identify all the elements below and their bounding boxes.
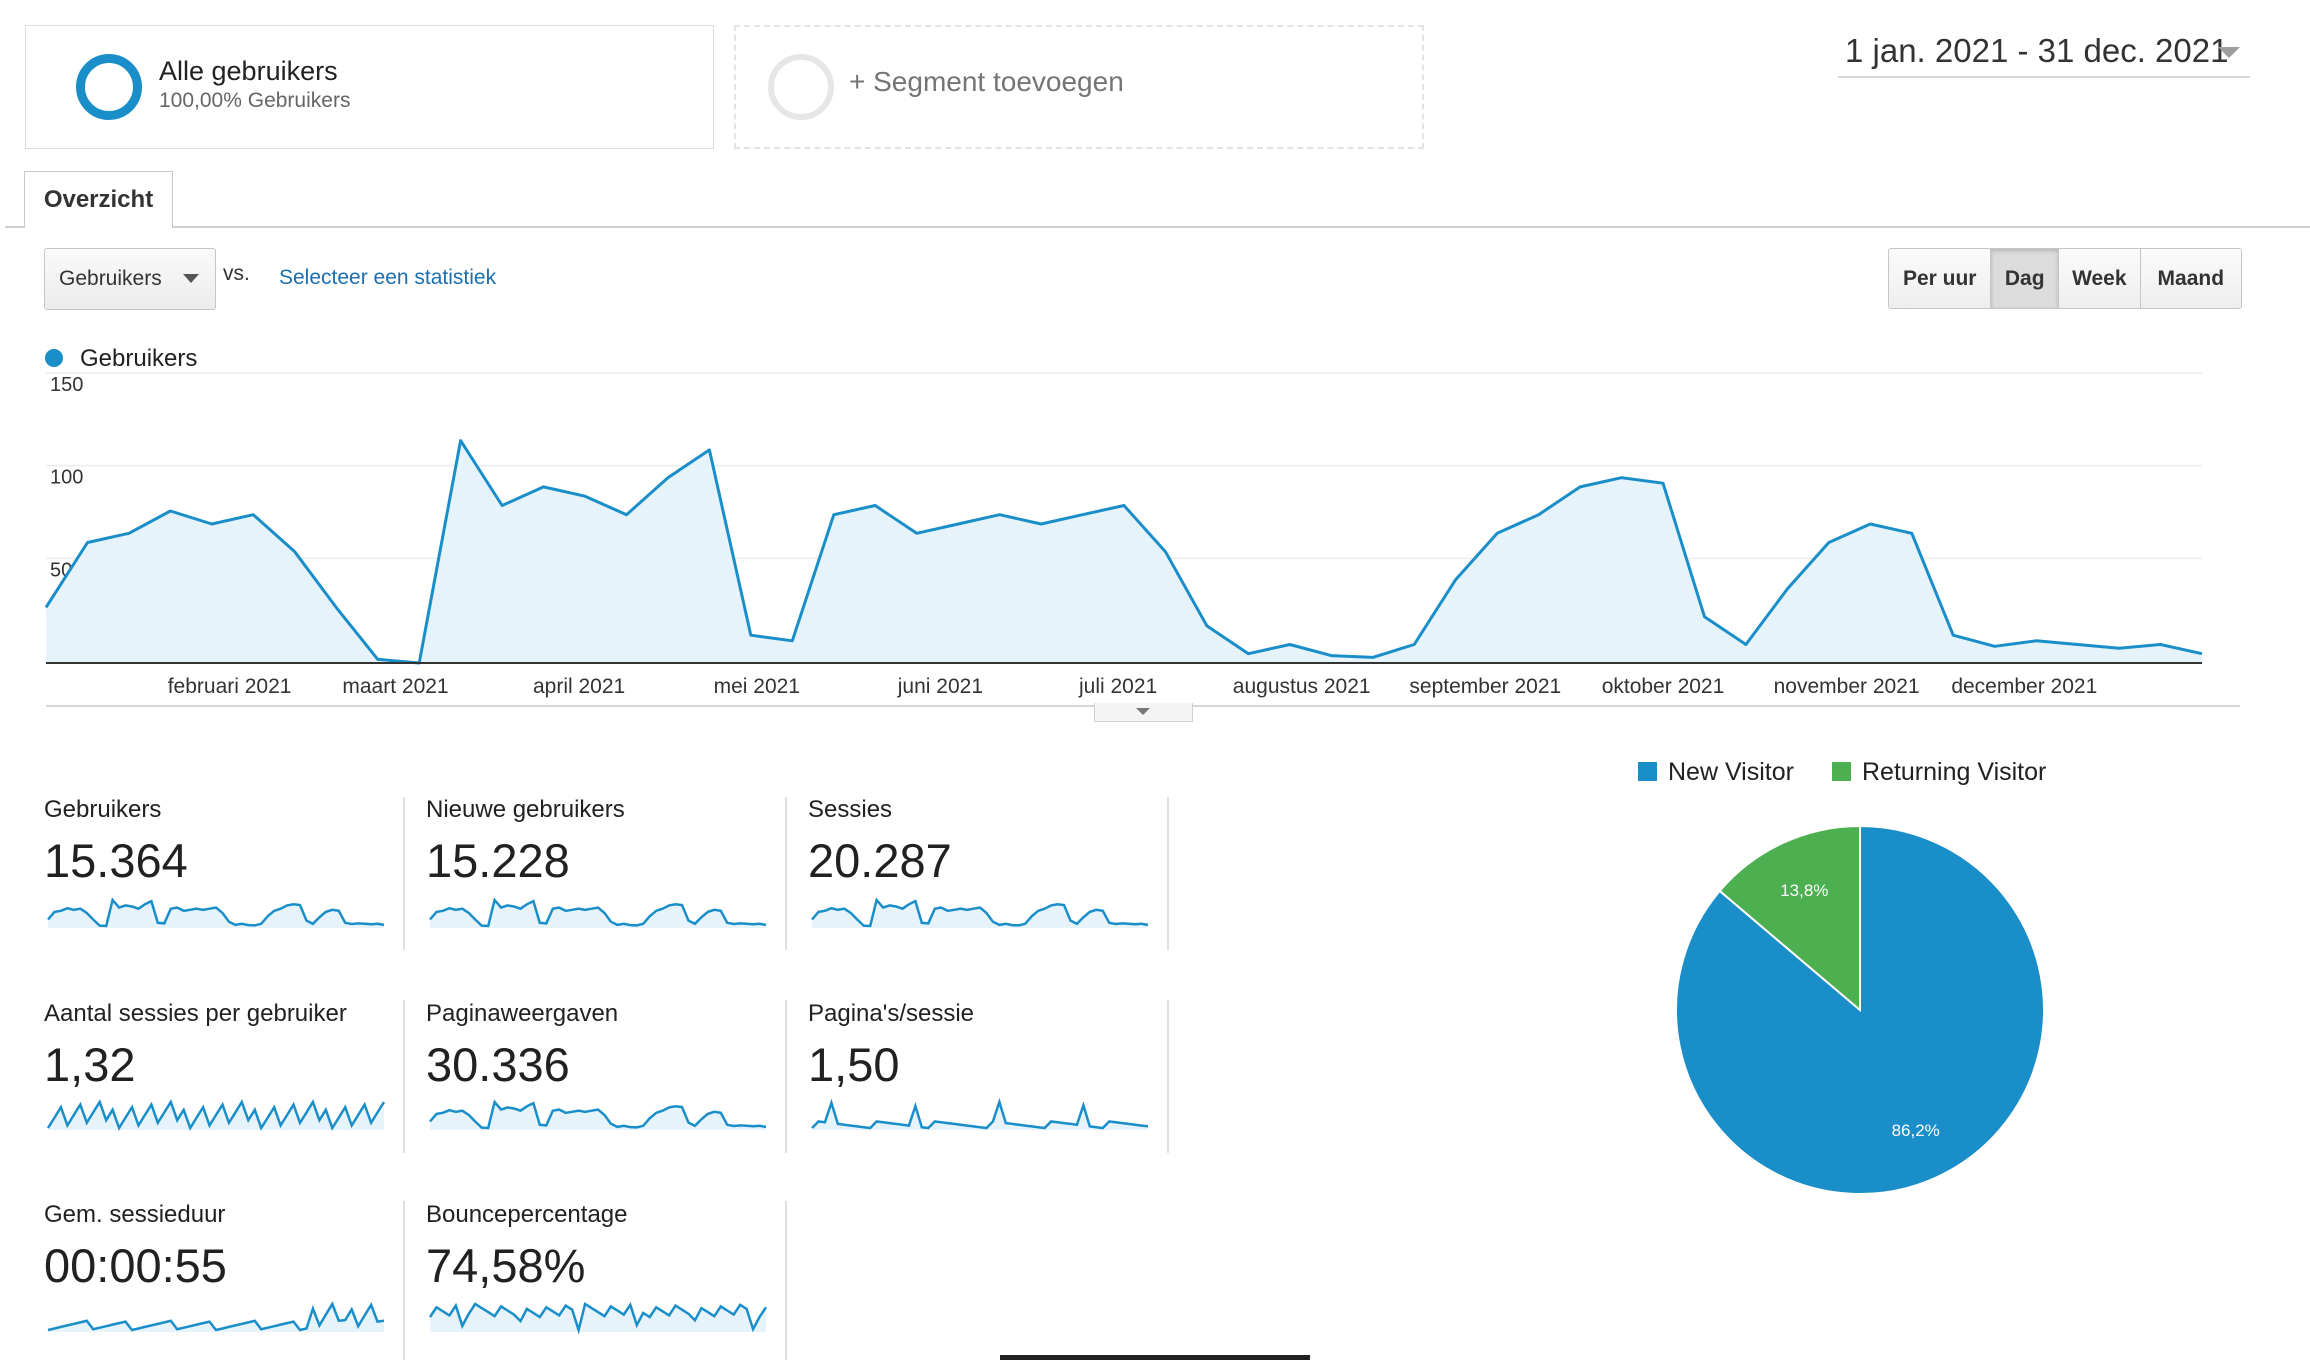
compare-metric-link[interactable]: Selecteer een statistiek <box>279 266 497 289</box>
metric-label: Bouncepercentage <box>426 1201 628 1228</box>
granularity-week-button[interactable]: Week <box>2059 249 2141 308</box>
x-month-label: april 2021 <box>533 675 625 698</box>
bottom-scrollbar[interactable] <box>1000 1355 1310 1360</box>
metric-label: Paginaweergaven <box>426 1000 619 1027</box>
users-area-fill <box>46 440 2202 663</box>
card-separator <box>785 1201 787 1360</box>
metric-sparkline <box>429 1099 767 1130</box>
x-month-label: maart 2021 <box>342 675 448 698</box>
metric-value: 15.364 <box>44 834 188 887</box>
metric-sparkline <box>47 1301 385 1332</box>
metric-value: 1,50 <box>808 1038 900 1091</box>
metric-value: 20.287 <box>808 834 952 887</box>
metric-value: 74,58% <box>426 1239 586 1292</box>
chart-collapse-handle[interactable] <box>1094 703 1193 722</box>
segment-ring-icon <box>76 54 142 120</box>
pie-slice-label: 86,2% <box>1892 1121 1940 1140</box>
dropdown-caret-icon <box>183 274 199 283</box>
collapse-caret-icon <box>1136 708 1150 715</box>
sparkline-line <box>811 897 1149 928</box>
y-tick-label: 150 <box>50 374 83 396</box>
date-range-underline <box>1838 76 2250 78</box>
metric-sparkline <box>47 897 385 928</box>
legend-users-label: Gebruikers <box>80 345 198 372</box>
sparkline-line <box>428 1301 768 1335</box>
add-segment-button[interactable]: + Segment toevoegen <box>734 25 1424 149</box>
x-month-label: mei 2021 <box>714 675 800 698</box>
segment-empty-ring-icon <box>768 54 834 120</box>
pie-slice-returning-visitor <box>1718 824 1861 1013</box>
x-month-label: september 2021 <box>1409 675 1561 698</box>
granularity-hourly-button[interactable]: Per uur <box>1889 249 1992 308</box>
metric-value: 30.336 <box>426 1038 570 1091</box>
metric-sparkline <box>811 897 1149 928</box>
x-month-label: juni 2021 <box>897 675 983 698</box>
metric-sparkline <box>429 897 767 928</box>
segment-title: Alle gebruikers <box>159 56 338 86</box>
granularity-toggle: Per uur Dag Week Maand <box>1888 248 2242 309</box>
metric-value: 15.228 <box>426 834 570 887</box>
granularity-day-button[interactable]: Dag <box>1991 249 2060 308</box>
x-month-label: oktober 2021 <box>1602 675 1725 698</box>
metric-selector-dropdown[interactable]: Gebruikers <box>44 248 216 310</box>
metric-label: Nieuwe gebruikers <box>426 796 625 823</box>
metric-value: 00:00:55 <box>44 1239 227 1292</box>
vs-label: vs. <box>223 262 250 285</box>
x-month-label: december 2021 <box>1951 675 2097 698</box>
metric-label: Sessies <box>808 796 893 823</box>
metric-value: 1,32 <box>44 1038 136 1091</box>
pie-slice-label: 13,8% <box>1780 881 1828 900</box>
metric-sparkline <box>428 1301 768 1335</box>
granularity-month-button[interactable]: Maand <box>2140 249 2241 308</box>
date-range-picker[interactable]: 1 jan. 2021 - 31 dec. 2021 <box>1838 28 2250 84</box>
legend-new-visitor-swatch <box>1638 762 1657 781</box>
card-separator <box>785 797 787 950</box>
metric-label: Gebruikers <box>44 796 162 823</box>
card-separator <box>403 1000 405 1153</box>
tab-divider <box>5 226 2310 228</box>
metric-label: Aantal sessies per gebruiker <box>44 1000 347 1027</box>
legend-users-dot <box>45 349 63 367</box>
chevron-down-icon <box>2218 47 2240 58</box>
sparkline-line <box>46 1099 386 1131</box>
y-tick-label: 100 <box>50 467 83 489</box>
sparkline-line <box>811 1097 1149 1130</box>
date-range-label: 1 jan. 2021 - 31 dec. 2021 <box>1845 32 2229 69</box>
tab-overzicht[interactable]: Overzicht <box>24 171 173 228</box>
add-segment-label: + Segment toevoegen <box>849 66 1124 97</box>
sparkline-line <box>429 897 767 928</box>
x-month-label: februari 2021 <box>168 675 292 698</box>
card-separator <box>403 797 405 950</box>
legend-returning-visitor-label: Returning Visitor <box>1862 758 2047 786</box>
legend-new-visitor-label: New Visitor <box>1668 758 1794 786</box>
visitor-type-pie-chart: 86,2% 13,8% <box>1675 824 2045 1195</box>
segment-all-users-card[interactable]: Alle gebruikers 100,00% Gebruikers <box>25 25 714 149</box>
sparkline-area <box>48 1304 384 1332</box>
x-month-label: juli 2021 <box>1078 675 1157 698</box>
card-separator <box>785 1000 787 1153</box>
metric-sparkline <box>811 1097 1149 1130</box>
card-separator <box>403 1201 405 1360</box>
metric-label: Gem. sessieduur <box>44 1201 226 1228</box>
x-month-label: augustus 2021 <box>1233 675 1371 698</box>
metric-sparkline <box>46 1099 386 1131</box>
sparkline-line <box>47 897 385 928</box>
metric-selector-value: Gebruikers <box>59 267 162 290</box>
metric-label: Pagina's/sessie <box>808 1000 975 1027</box>
x-month-label: november 2021 <box>1774 675 1920 698</box>
sparkline-line <box>429 1099 767 1130</box>
legend-returning-visitor-swatch <box>1832 762 1851 781</box>
segment-subtitle: 100,00% Gebruikers <box>159 89 351 112</box>
card-separator <box>1167 797 1169 950</box>
card-separator <box>1167 1000 1169 1153</box>
sparkline-line <box>47 1301 385 1332</box>
